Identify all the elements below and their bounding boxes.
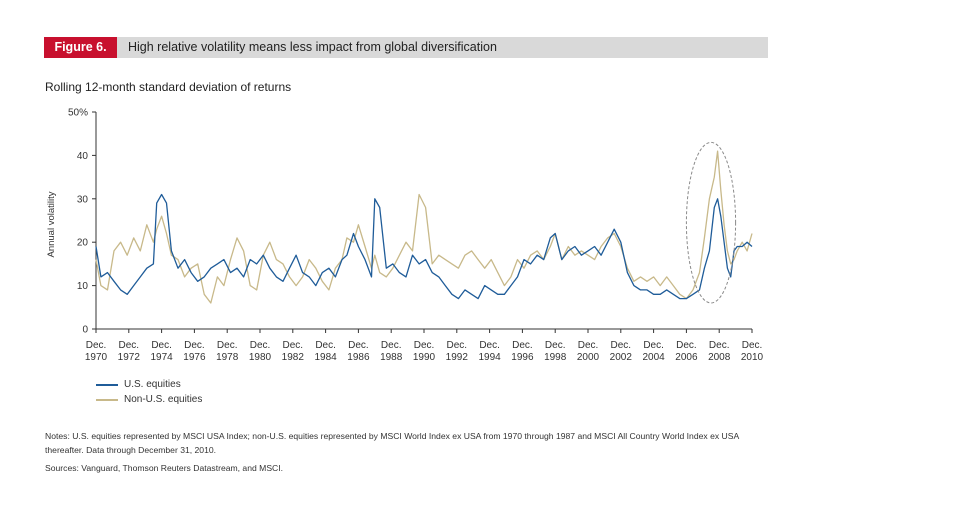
x-tick-year-label: 1998 [544,352,567,363]
x-tick-month-label: Dec. [414,340,435,351]
x-tick-year-label: 1982 [282,352,305,363]
y-tick-label: 20 [77,238,89,249]
x-tick-month-label: Dec. [86,340,107,351]
x-tick-month-label: Dec. [578,340,599,351]
legend-label-nonus: Non-U.S. equities [124,394,203,405]
highlight-ellipse [685,141,737,304]
x-tick-year-label: 2000 [577,352,600,363]
x-tick-year-label: 1986 [347,352,370,363]
x-tick-year-label: 2010 [741,352,764,363]
chart-notes: Notes: U.S. equities represented by MSCI… [45,431,739,455]
x-tick-month-label: Dec. [545,340,566,351]
x-tick-year-label: 1988 [380,352,403,363]
x-tick-month-label: Dec. [283,340,304,351]
y-tick-label: 0 [82,325,88,336]
x-tick-month-label: Dec. [479,340,500,351]
x-tick-month-label: Dec. [742,340,763,351]
legend-item-nonus: Non-U.S. equities [96,392,202,407]
figure-title: High relative volatility means less impa… [128,40,497,54]
x-tick-month-label: Dec. [447,340,468,351]
legend-item-us: U.S. equities [96,377,202,392]
x-tick-month-label: Dec. [119,340,140,351]
x-tick-year-label: 1978 [216,352,239,363]
chart-legend: U.S. equities Non-U.S. equities [96,377,202,407]
chart-subtitle: Rolling 12-month standard deviation of r… [45,80,292,94]
x-tick-year-label: 2002 [610,352,633,363]
figure-label: Figure 6. [44,37,117,58]
x-tick-month-label: Dec. [643,340,664,351]
x-tick-month-label: Dec. [250,340,271,351]
x-tick-year-label: 1996 [511,352,534,363]
x-tick-year-label: 1992 [446,352,469,363]
x-tick-month-label: Dec. [348,340,369,351]
x-tick-year-label: 1976 [183,352,206,363]
y-tick-label: 40 [77,151,89,162]
x-tick-month-label: Dec. [611,340,632,351]
y-axis-label: Annual volatility [46,191,57,257]
legend-label-us: U.S. equities [124,379,181,390]
series-line-non-us-equities [95,150,753,304]
x-tick-year-label: 1974 [150,352,173,363]
figure-header: Figure 6. High relative volatility means… [44,37,768,58]
x-tick-year-label: 1980 [249,352,272,363]
y-tick-label: 10 [77,281,89,292]
y-tick-label: 30 [77,194,89,205]
legend-swatch-us [96,383,118,386]
x-tick-year-label: 1972 [118,352,141,363]
y-tick-label: 50% [68,108,88,119]
x-tick-month-label: Dec. [217,340,238,351]
x-tick-month-label: Dec. [676,340,697,351]
x-tick-year-label: 1984 [314,352,337,363]
x-tick-month-label: Dec. [184,340,205,351]
x-tick-year-label: 1994 [478,352,501,363]
x-tick-year-label: 2004 [642,352,665,363]
x-tick-month-label: Dec. [512,340,533,351]
x-tick-year-label: 2008 [708,352,731,363]
x-tick-month-label: Dec. [709,340,730,351]
legend-swatch-nonus [96,398,118,401]
series-line-us-equities [95,193,753,300]
x-tick-year-label: 1970 [85,352,108,363]
chart-sources: Sources: Vanguard, Thomson Reuters Datas… [45,463,284,473]
x-tick-month-label: Dec. [381,340,402,351]
x-tick-year-label: 1990 [413,352,436,363]
x-tick-month-label: Dec. [315,340,336,351]
x-tick-year-label: 2006 [675,352,698,363]
x-tick-month-label: Dec. [151,340,172,351]
